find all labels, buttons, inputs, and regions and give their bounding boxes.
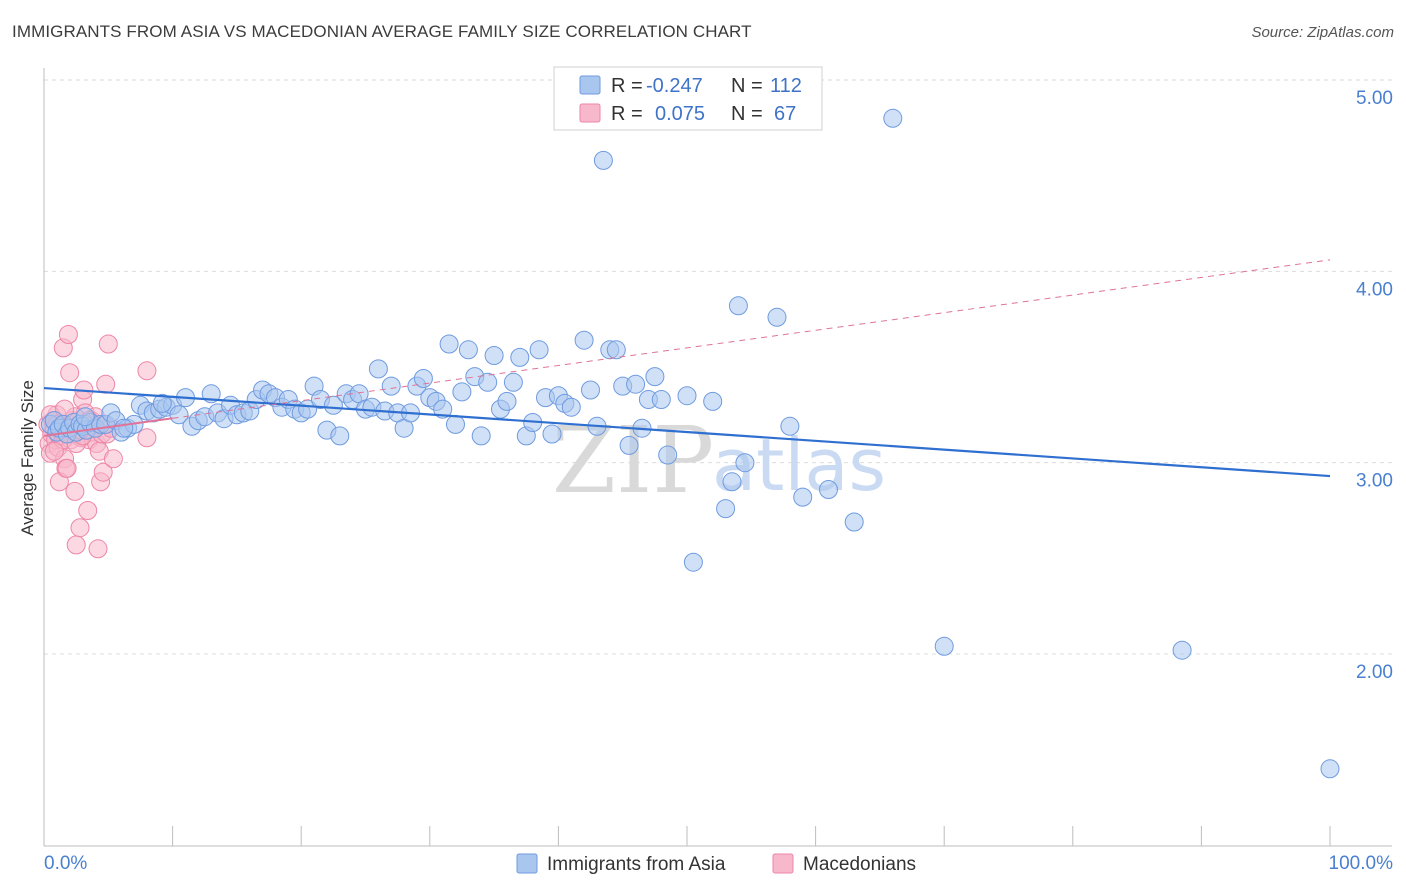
correlation-legend: R = -0.247 N = 112 R = 0.075 N = 67 — [553, 66, 823, 131]
macedonian-point — [58, 325, 78, 344]
bottom-legend-label-macedonians: Macedonians — [803, 854, 916, 875]
watermark-zip: ZIP — [552, 407, 714, 514]
macedonian-point — [137, 428, 157, 448]
asia-point — [497, 391, 517, 411]
asia-point — [658, 445, 678, 465]
asia-point — [542, 424, 562, 444]
asia-point — [619, 435, 639, 455]
legend-swatch-asia — [579, 75, 601, 95]
trend-line-asia — [43, 386, 1331, 478]
asia-point — [478, 372, 498, 392]
asia-point — [934, 636, 954, 656]
legend-r-label-macedonians: R = — [611, 103, 643, 125]
trend-line-macedonians-solid — [43, 417, 173, 437]
legend-n-label-macedonians: N = — [731, 103, 763, 125]
asia-point — [651, 390, 671, 409]
legend-n-label-asia: N = — [731, 75, 763, 97]
asia-point — [844, 512, 864, 532]
chart-title: IMMIGRANTS FROM ASIA VS MACEDONIAN AVERA… — [12, 22, 752, 41]
source-credit: Source: ZipAtlas.com — [1251, 24, 1394, 41]
asia-point — [581, 380, 600, 400]
trend-lines — [43, 259, 1331, 478]
y-tick-labels: 5.00 4.00 3.00 2.00 — [1356, 88, 1393, 683]
legend-r-value-asia: -0.247 — [646, 75, 703, 97]
macedonian-point — [96, 374, 116, 394]
legend-n-value-macedonians: 67 — [774, 103, 796, 125]
bottom-legend-swatch-macedonians — [772, 853, 794, 874]
legend-n-value-asia: 112 — [770, 75, 802, 97]
macedonian-point — [65, 481, 85, 501]
asia-point — [368, 359, 388, 379]
legend-swatch-macedonians — [579, 103, 601, 123]
watermark: ZIP atlas — [552, 407, 886, 514]
asia-point — [471, 426, 491, 446]
macedonian-point — [78, 501, 98, 520]
asia-point — [484, 346, 504, 365]
asia-point — [452, 382, 472, 402]
macedonian-point — [137, 361, 157, 381]
asia-point — [819, 480, 838, 499]
asia-point — [574, 330, 594, 350]
y-axis-label: Average Family Size — [18, 380, 37, 536]
asia-point — [1172, 640, 1192, 660]
macedonian-point — [60, 363, 80, 383]
asia-point — [75, 407, 95, 427]
y-tick-label: 4.00 — [1356, 279, 1393, 300]
asia-point — [735, 453, 755, 473]
asia-point — [114, 418, 134, 438]
asia-point — [1320, 759, 1340, 779]
asia-point — [767, 307, 787, 327]
bottom-legend-swatch-asia — [516, 853, 538, 874]
x-tick-label-min: 0.0% — [44, 853, 87, 874]
asia-point — [433, 399, 453, 419]
asia-point — [606, 340, 626, 360]
asia-point — [883, 108, 903, 128]
asia-point — [728, 296, 748, 316]
asia-point — [510, 347, 530, 367]
asia-point — [645, 367, 665, 387]
asia-point — [152, 393, 172, 413]
asia-point — [793, 487, 813, 507]
asia-point — [169, 405, 189, 425]
legend-r-value-macedonians: 0.075 — [655, 103, 705, 125]
asia-point — [323, 395, 343, 415]
asia-point — [529, 340, 549, 360]
asia-point — [593, 150, 613, 170]
macedonian-point — [44, 441, 64, 461]
legend-r-label-asia: R = — [611, 75, 643, 97]
asia-point — [683, 552, 703, 572]
asia-point — [626, 374, 646, 394]
asia-point — [561, 397, 581, 417]
macedonian-point — [66, 535, 86, 555]
macedonian-point — [57, 458, 77, 478]
asia-point — [330, 426, 350, 446]
series-legend: Immigrants from Asia Macedonians — [516, 853, 916, 875]
macedonian-point — [98, 334, 118, 354]
macedonian-point — [103, 449, 123, 469]
y-tick-label: 5.00 — [1356, 88, 1393, 109]
asia-point — [677, 386, 697, 406]
macedonian-point — [70, 518, 90, 538]
bottom-legend-label-asia: Immigrants from Asia — [547, 854, 726, 875]
trend-line-macedonians-dashed — [172, 259, 1331, 419]
x-ticks — [43, 826, 1331, 846]
macedonian-point — [88, 539, 108, 559]
asia-point — [446, 414, 465, 434]
asia-point — [780, 416, 800, 436]
asia-point — [381, 376, 401, 396]
asia-point — [439, 334, 459, 354]
gridlines — [44, 79, 1392, 655]
asia-point — [458, 340, 478, 360]
y-tick-label: 2.00 — [1356, 662, 1393, 683]
y-tick-label: 3.00 — [1356, 471, 1393, 492]
asia-point — [722, 472, 742, 492]
asia-point — [703, 391, 723, 411]
asia-point — [503, 372, 523, 392]
x-tick-label-max: 100.0% — [1329, 853, 1394, 874]
macedonian-point — [93, 462, 113, 482]
asia-point — [716, 499, 736, 519]
